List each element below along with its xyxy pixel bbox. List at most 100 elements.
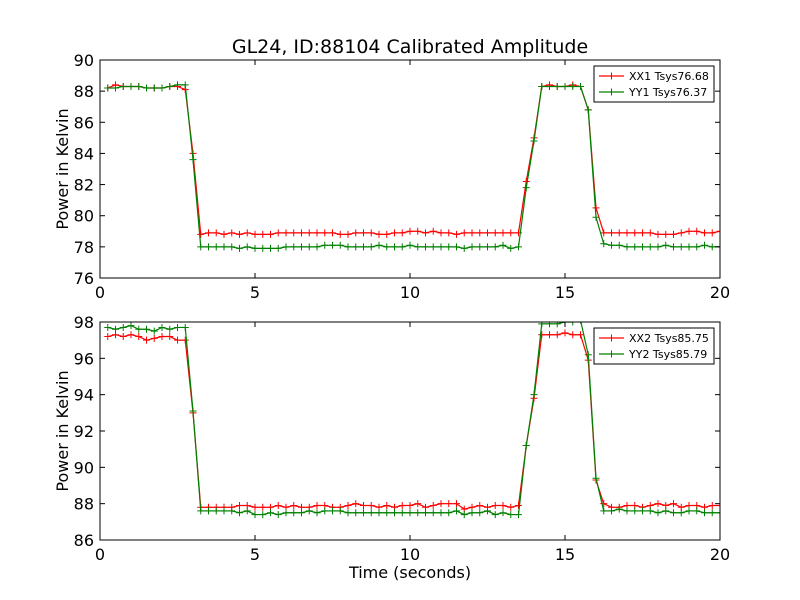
data-point [143, 325, 150, 333]
data-point [445, 243, 453, 251]
x-tick-label: 10 [400, 545, 420, 564]
data-point [236, 230, 243, 238]
data-point [569, 331, 577, 339]
data-point [251, 230, 259, 238]
y-tick-label: 94 [74, 386, 94, 405]
data-point [321, 241, 329, 249]
data-point [360, 509, 367, 517]
data-point [608, 507, 615, 515]
data-point [212, 229, 220, 237]
data-point [437, 500, 445, 508]
data-point [460, 511, 468, 519]
data-point [561, 329, 569, 337]
data-point [522, 177, 530, 185]
data-point [522, 184, 530, 192]
data-point [259, 230, 267, 238]
y-tick-label: 88 [74, 82, 94, 101]
data-point [143, 336, 150, 344]
data-point [631, 507, 639, 515]
data-point [654, 243, 662, 251]
data-point [429, 501, 437, 509]
data-point [491, 501, 499, 509]
plot-area [104, 81, 720, 252]
data-point [383, 243, 391, 251]
data-point [414, 509, 422, 517]
data-point [383, 509, 391, 517]
data-point [127, 322, 135, 330]
data-point [654, 509, 662, 517]
data-point [546, 331, 553, 339]
data-point [367, 501, 375, 509]
data-point [205, 243, 212, 251]
data-point [329, 241, 336, 249]
data-point [243, 243, 251, 251]
data-point [460, 229, 468, 237]
data-point [476, 243, 484, 251]
data-point [631, 243, 639, 251]
data-point [546, 322, 553, 328]
data-point [538, 322, 546, 328]
figure-title: GL24, ID:88104 Calibrated Amplitude [232, 36, 588, 58]
data-point [344, 230, 352, 238]
data-point [693, 243, 701, 251]
data-point [685, 507, 693, 515]
data-point [662, 230, 670, 238]
data-point [677, 509, 685, 517]
y-tick-label: 84 [74, 144, 94, 163]
data-point [491, 511, 499, 519]
data-point [398, 501, 406, 509]
data-point [398, 229, 406, 237]
data-point [476, 509, 484, 517]
data-point [491, 229, 499, 237]
x-tick-label: 0 [95, 283, 105, 302]
data-point [600, 229, 608, 237]
data-point [484, 243, 491, 251]
data-point [693, 227, 701, 235]
data-point [507, 503, 515, 511]
data-point [274, 511, 282, 519]
y-tick-label: 98 [74, 313, 94, 332]
legend: XX1 Tsys76.68 YY1 Tsys76.37 [593, 65, 715, 103]
data-point [344, 501, 352, 509]
data-point [391, 229, 398, 237]
plot-area [104, 322, 720, 519]
data-point [429, 227, 437, 235]
data-point [631, 229, 639, 237]
x-tick-label: 20 [710, 283, 730, 302]
y-tick-label: 86 [74, 113, 94, 132]
data-point [259, 511, 267, 519]
data-point [677, 243, 685, 251]
y-tick-label: 96 [74, 349, 94, 368]
data-point [158, 333, 166, 341]
data-point [507, 244, 515, 252]
data-point [546, 82, 553, 90]
top-subplot: 0 5 10 15 20 76 78 80 82 84 86 88 90 Power in Kelvin X… [53, 51, 730, 302]
data-point [352, 509, 360, 517]
data-point [344, 243, 352, 251]
data-point [592, 213, 600, 221]
data-point [623, 229, 631, 237]
data-point [181, 323, 189, 331]
data-point [267, 509, 274, 517]
data-point [429, 243, 437, 251]
x-tick-label: 20 [710, 545, 730, 564]
data-point [654, 500, 662, 508]
data-point [174, 323, 181, 331]
data-point [274, 244, 282, 252]
y-axis-label: Power in Kelvin [53, 108, 72, 229]
data-point [112, 325, 119, 333]
data-point [499, 509, 507, 517]
legend-entry: XX1 Tsys76.68 [629, 70, 709, 83]
data-point [212, 243, 220, 251]
data-point [375, 509, 383, 517]
data-point [406, 509, 414, 517]
data-point [646, 243, 654, 251]
data-point [298, 509, 305, 517]
data-point [251, 511, 259, 519]
data-point [220, 507, 228, 515]
y-tick-label: 80 [74, 207, 94, 226]
data-point [414, 227, 422, 235]
data-point [104, 333, 112, 341]
data-point [639, 507, 646, 515]
data-point [236, 244, 243, 252]
